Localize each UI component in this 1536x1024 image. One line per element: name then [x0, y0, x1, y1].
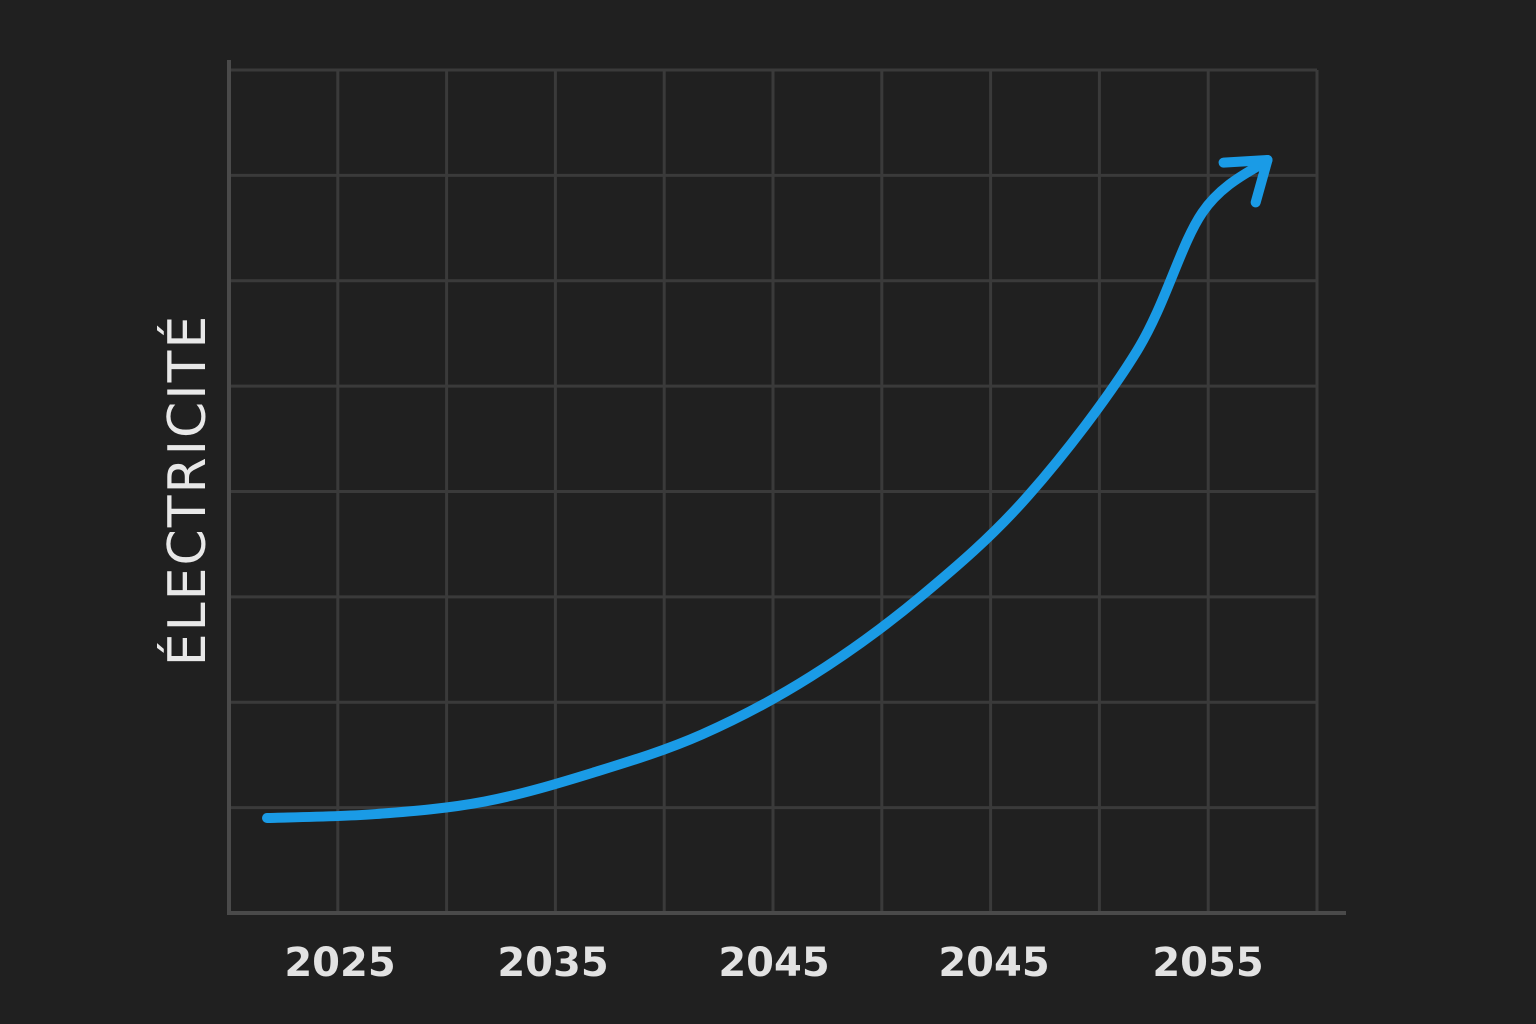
- x-tick-labels: 2025 2035 2045 2045 2055: [284, 940, 1263, 986]
- x-tick-label: 2035: [497, 940, 608, 986]
- x-tick-label: 2025: [284, 940, 395, 986]
- series: [262, 155, 1273, 823]
- x-tick-label: 2045: [718, 940, 829, 986]
- arrowhead: [1218, 155, 1273, 208]
- x-tick-label: 2055: [1152, 940, 1263, 986]
- grid: [229, 68, 1319, 913]
- y-axis-label: ÉLECTRICITÉ: [157, 314, 218, 666]
- x-tick-label: 2045: [938, 940, 1049, 986]
- axes: [227, 60, 1346, 915]
- series-line: [262, 155, 1273, 823]
